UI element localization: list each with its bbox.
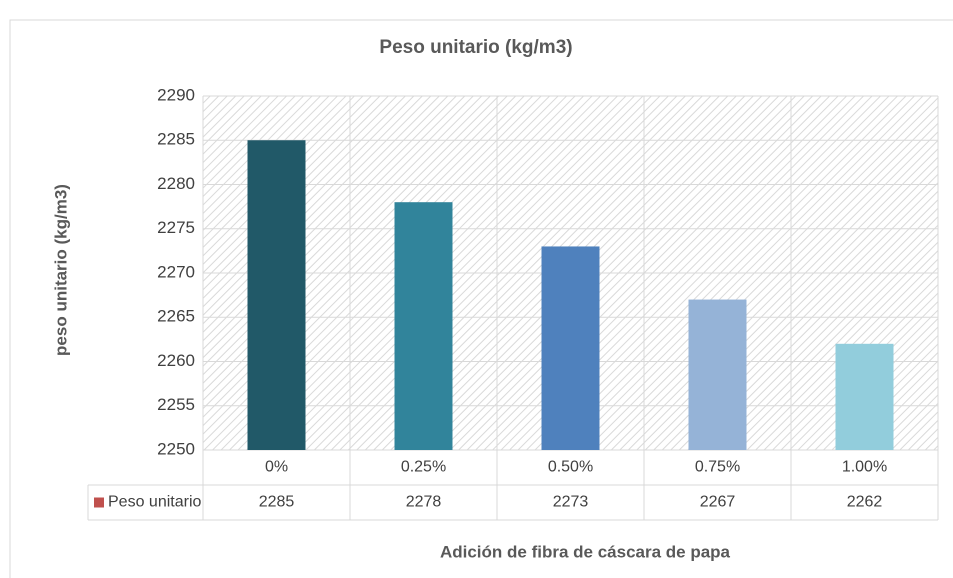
y-tick-label: 2285 (157, 130, 195, 149)
legend-swatch (94, 497, 104, 508)
y-tick-label: 2265 (157, 307, 195, 326)
y-tick-label: 2275 (157, 218, 195, 237)
table-value: 2267 (700, 494, 736, 511)
x-tick-label: 1.00% (842, 459, 887, 476)
bar (688, 299, 747, 450)
x-axis-label: Adición de fibra de cáscara de papa (440, 542, 731, 561)
table-value: 2278 (406, 494, 442, 511)
y-axis-label: peso unitario (kg/m3) (51, 184, 70, 356)
bar (835, 343, 894, 450)
bar (247, 140, 306, 450)
bar (394, 202, 453, 450)
x-tick-label: 0.25% (401, 459, 446, 476)
x-tick-label: 0.50% (548, 459, 593, 476)
y-tick-label: 2255 (157, 395, 195, 414)
y-tick-label: 2270 (157, 262, 195, 281)
table-value: 2262 (847, 494, 883, 511)
table-value: 2273 (553, 494, 589, 511)
y-tick-label: 2250 (157, 439, 195, 458)
y-tick-label: 2280 (157, 174, 195, 193)
legend-label: Peso unitario (108, 494, 201, 511)
x-tick-label: 0.75% (695, 459, 740, 476)
y-tick-label: 2290 (157, 85, 195, 104)
table-value: 2285 (259, 494, 295, 511)
y-tick-label: 2260 (157, 351, 195, 370)
bar (541, 246, 600, 450)
chart-title: Peso unitario (kg/m3) (379, 37, 572, 58)
x-tick-label: 0% (265, 459, 288, 476)
